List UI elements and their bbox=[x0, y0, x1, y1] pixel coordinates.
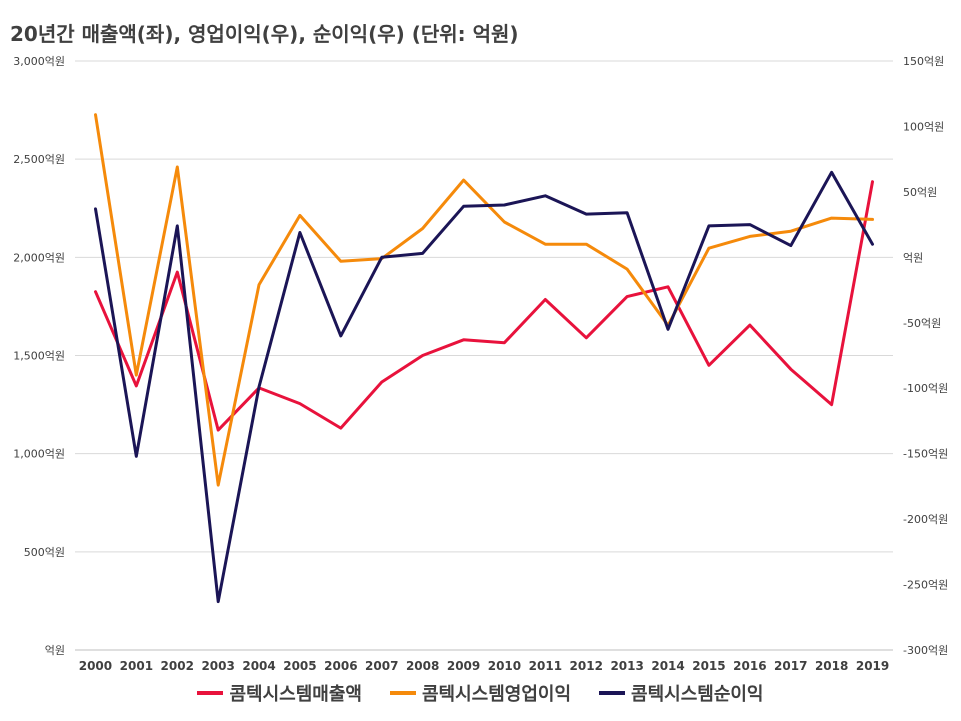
y-left-tick-label: 3,000억원 bbox=[13, 55, 65, 68]
y-left-tick-label: 2,000억원 bbox=[13, 251, 65, 264]
x-tick-label: 2015 bbox=[692, 659, 725, 673]
x-tick-label: 2004 bbox=[242, 659, 275, 673]
series-line-3 bbox=[94, 170, 874, 604]
x-tick-label: 2000 bbox=[79, 659, 112, 673]
y-left-tick-label: 500억원 bbox=[24, 546, 65, 559]
legend-label: 콤텍시스템순이익 bbox=[631, 684, 764, 705]
series-line-1 bbox=[94, 180, 874, 432]
y-right-tick-label: -150억원 bbox=[903, 448, 948, 461]
y-right-tick-label: -50억원 bbox=[903, 317, 941, 330]
x-tick-label: 2002 bbox=[161, 659, 194, 673]
x-tick-label: 2006 bbox=[324, 659, 357, 673]
y-right-tick-label: 150억원 bbox=[903, 55, 944, 68]
x-tick-label: 2005 bbox=[283, 659, 316, 673]
x-tick-label: 2009 bbox=[447, 659, 480, 673]
legend-swatch bbox=[599, 691, 626, 695]
legend-label: 콤텍시스템매출액 bbox=[229, 684, 362, 705]
legend-swatch bbox=[389, 691, 416, 695]
legend-item: 콤텍시스템매출액 bbox=[197, 680, 362, 706]
legend-item: 콤텍시스템영업이익 bbox=[389, 680, 572, 706]
y-left-tick-label: 1,500억원 bbox=[13, 350, 65, 363]
x-tick-label: 2008 bbox=[406, 659, 439, 673]
x-tick-label: 2007 bbox=[365, 659, 398, 673]
legend: 콤텍시스템매출액 콤텍시스템영업이익 콤텍시스템순이익 bbox=[0, 680, 961, 706]
x-tick-label: 2010 bbox=[488, 659, 521, 673]
legend-label: 콤텍시스템영업이익 bbox=[421, 684, 572, 705]
y-right-tick-label: -200억원 bbox=[903, 513, 948, 526]
y-left-tick-label: 억원 bbox=[45, 644, 65, 657]
y-left-tick-label: 1,000억원 bbox=[13, 448, 65, 461]
x-tick-label: 2001 bbox=[120, 659, 153, 673]
x-tick-label: 2003 bbox=[201, 659, 234, 673]
x-tick-label: 2012 bbox=[570, 659, 603, 673]
y-right-tick-label: 100억원 bbox=[903, 120, 944, 133]
x-tick-label: 2019 bbox=[856, 659, 889, 673]
y-right-tick-label: -300억원 bbox=[903, 644, 948, 657]
legend-item: 콤텍시스템순이익 bbox=[599, 680, 764, 706]
x-tick-label: 2013 bbox=[610, 659, 643, 673]
legend-swatch bbox=[197, 691, 224, 695]
y-right-tick-label: -100억원 bbox=[903, 382, 948, 395]
series-line-2 bbox=[94, 113, 874, 487]
x-tick-label: 2011 bbox=[529, 659, 562, 673]
x-tick-label: 2014 bbox=[651, 659, 684, 673]
x-tick-label: 2017 bbox=[774, 659, 807, 673]
y-right-tick-label: 50억원 bbox=[903, 186, 937, 199]
x-tick-label: 2018 bbox=[815, 659, 848, 673]
y-right-tick-label: -250억원 bbox=[903, 579, 948, 592]
x-tick-label: 2016 bbox=[733, 659, 766, 673]
y-left-tick-label: 2,500억원 bbox=[13, 153, 65, 166]
y-right-tick-label: 억원 bbox=[903, 251, 923, 264]
chart-title: 20년간 매출액(좌), 영업이익(우), 순이익(우) (단위: 억원) bbox=[10, 22, 519, 46]
